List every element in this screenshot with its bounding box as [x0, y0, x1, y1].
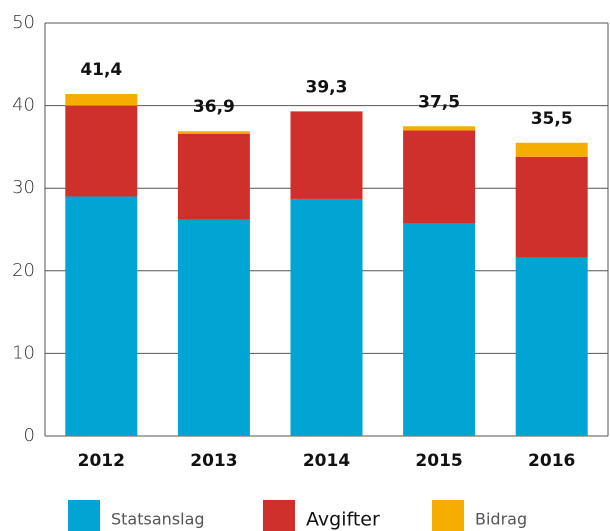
- bar-segment: [177, 219, 250, 436]
- y-tick-label: 20: [12, 260, 35, 281]
- legend-swatch: [68, 500, 100, 531]
- bar-segment: [290, 198, 363, 436]
- bar-segment: [515, 142, 588, 157]
- bar-segment: [290, 111, 363, 199]
- total-label: 35,5: [531, 109, 573, 129]
- legend-label: Statsanslag: [111, 510, 205, 529]
- x-tick-label: 2012: [78, 451, 125, 471]
- x-tick-label: 2015: [415, 451, 462, 471]
- total-label: 41,4: [80, 60, 122, 80]
- y-tick-label: 10: [12, 342, 35, 363]
- x-tick-label: 2016: [528, 451, 575, 471]
- y-tick-label: 40: [12, 95, 35, 116]
- y-tick-label: 50: [12, 12, 35, 33]
- total-label: 36,9: [193, 97, 235, 117]
- total-label: 39,3: [306, 77, 348, 97]
- bar-segment: [403, 126, 476, 131]
- bar-segment: [515, 156, 588, 258]
- bar-segment: [65, 196, 138, 436]
- y-tick-label: 30: [12, 177, 35, 198]
- x-tick-label: 2014: [303, 451, 350, 471]
- x-tick-label: 2013: [190, 451, 237, 471]
- bar-segment: [403, 223, 476, 436]
- bar-segment: [65, 94, 138, 106]
- legend-label: Avgifter: [306, 509, 380, 531]
- total-label: 37,5: [418, 92, 460, 112]
- legend-swatch: [263, 500, 295, 531]
- legend-swatch: [432, 500, 464, 531]
- bar-segment: [177, 131, 250, 134]
- y-tick-label: 0: [24, 425, 35, 446]
- bar-segment: [403, 130, 476, 224]
- bar-segment: [65, 105, 138, 197]
- bar-segment: [515, 257, 588, 436]
- bar-segment: [177, 133, 250, 220]
- legend-label: Bidrag: [475, 510, 527, 529]
